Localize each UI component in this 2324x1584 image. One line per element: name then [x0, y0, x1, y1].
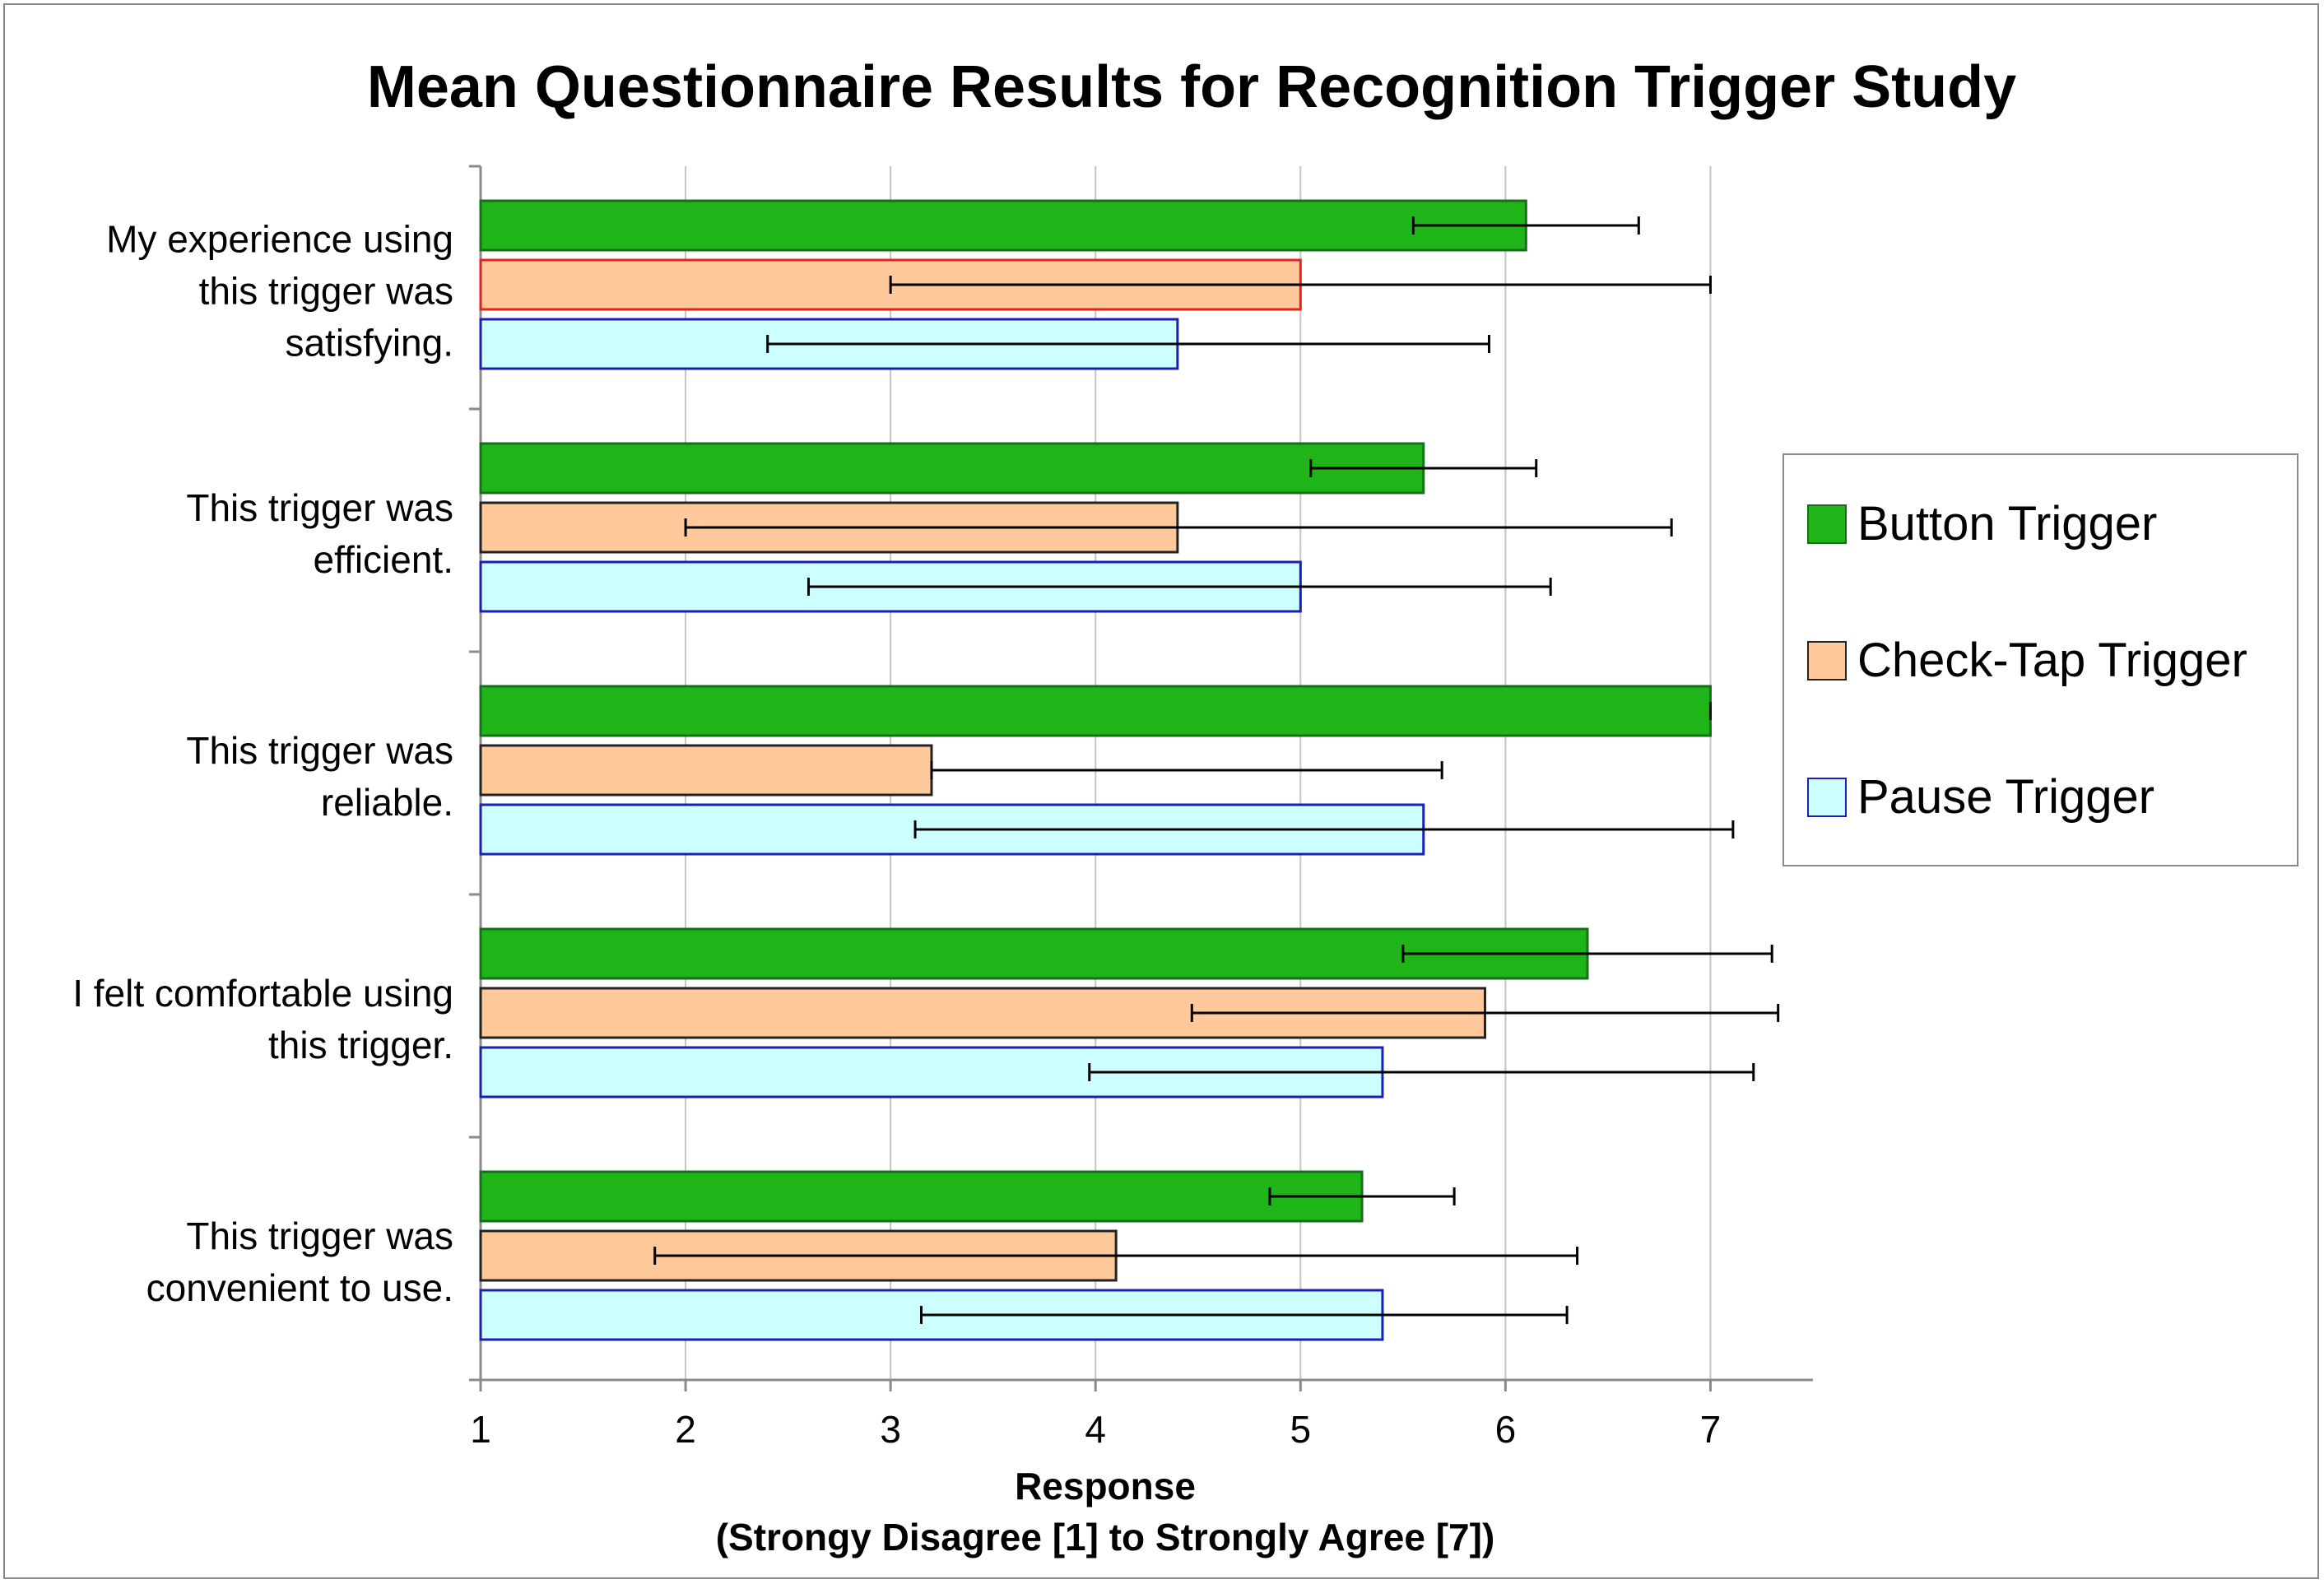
x-tick-label: 4 [1085, 1408, 1106, 1451]
legend: Button Trigger Check-Tap Trigger Pause Tri… [1783, 453, 2298, 866]
category-label: this trigger. [268, 1024, 453, 1066]
bar [479, 744, 933, 797]
category-label: this trigger was [199, 270, 453, 313]
x-tick-label: 6 [1495, 1408, 1517, 1451]
x-tick-label: 2 [675, 1408, 696, 1451]
bar [479, 685, 1712, 737]
x-tick-label: 1 [470, 1408, 491, 1451]
category-label: satisfying. [285, 322, 453, 365]
x-axis-title: Response [1015, 1465, 1196, 1507]
category-label-layer: My experience using this trigger was satis… [72, 218, 453, 1310]
x-tick-label: 7 [1700, 1408, 1722, 1451]
legend-swatch [1807, 778, 1847, 817]
category-label: reliable. [321, 781, 453, 824]
chart-svg: Mean Questionnaire Results for Recogniti… [72, 54, 2298, 1558]
legend-box [1783, 453, 2298, 866]
bar [479, 442, 1425, 495]
error-bar-layer [653, 216, 1780, 1324]
x-tick-label: 3 [880, 1408, 901, 1451]
category-label: My experience using [106, 218, 453, 261]
legend-label: Check-Tap Trigger [1857, 634, 2247, 687]
category-label: efficient. [314, 538, 453, 581]
category-label: This trigger was [186, 486, 453, 529]
legend-label: Button Trigger [1857, 497, 2157, 550]
x-tick-label: 5 [1290, 1408, 1312, 1451]
legend-swatch [1807, 641, 1847, 681]
bar [479, 199, 1527, 252]
category-label: I felt comfortable using [72, 972, 453, 1015]
legend-label: Pause Trigger [1857, 770, 2154, 824]
legend-swatch [1807, 504, 1847, 544]
chart-frame: Mean Questionnaire Results for Recogniti… [3, 3, 2319, 1579]
chart-title: Mean Questionnaire Results for Recogniti… [367, 54, 2016, 120]
category-label: convenient to use. [146, 1266, 453, 1309]
category-label: This trigger was [186, 729, 453, 772]
category-label: This trigger was [186, 1215, 453, 1257]
x-axis-subtitle: (Strongy Disagree [1] to Strongly Agree … [716, 1516, 1495, 1558]
bar [479, 1170, 1364, 1223]
